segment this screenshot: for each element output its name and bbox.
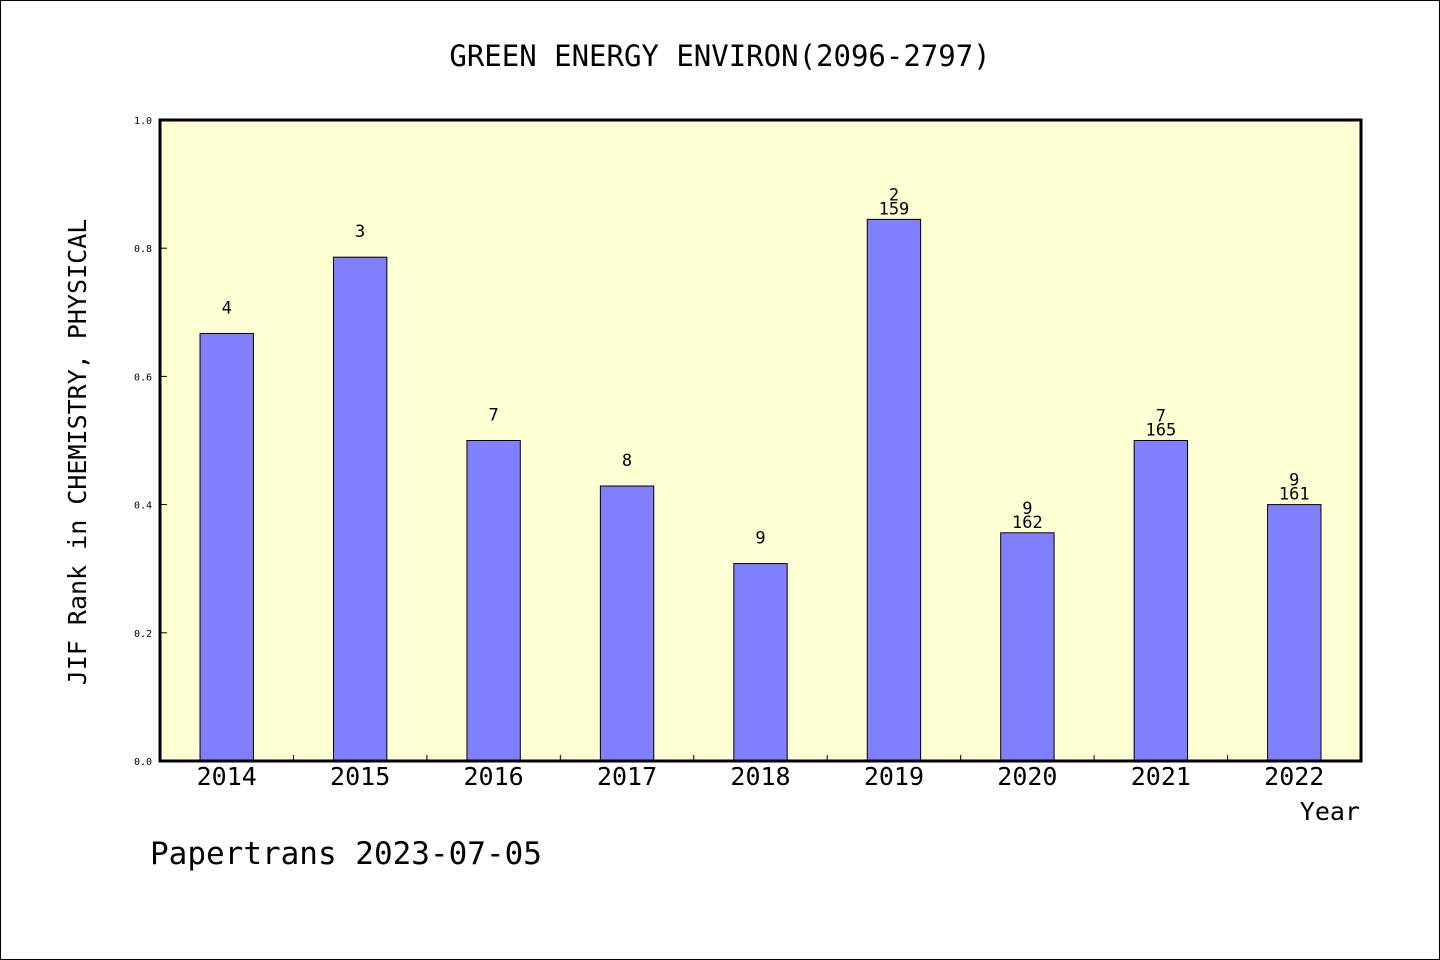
x-tick-label-2018: 2018 [730, 762, 790, 791]
x-tick-label-2015: 2015 [330, 762, 390, 791]
y-tick-label: 0.6 [134, 372, 152, 383]
y-tick-label: 1.0 [134, 116, 152, 127]
bar-total-label-2019: 159 [879, 199, 910, 219]
chart-title: GREEN ENERGY ENVIRON(2096-2797) [449, 39, 990, 73]
y-tick-label: 0.4 [134, 501, 152, 512]
x-tick-label-2019: 2019 [864, 762, 924, 791]
bar-2021 [1133, 440, 1189, 762]
bar-rank-label-2022: 9 [1289, 471, 1299, 491]
bar-2016 [466, 440, 521, 762]
bar-rank-label-2016: 7 [488, 406, 498, 426]
bar-2022 [1267, 504, 1322, 762]
y-axis-label: JIF Rank in CHEMISTRY, PHYSICAL [63, 219, 92, 686]
x-tick-label-2014: 2014 [197, 762, 257, 791]
y-tick-label: 0.2 [134, 629, 152, 640]
bar-rank-label-2019: 2 [889, 185, 899, 205]
bar-2019 [866, 218, 922, 762]
bar-rank-label-2014: 4 [222, 298, 232, 318]
bar-2015 [332, 256, 388, 762]
x-tick-label-2017: 2017 [597, 762, 657, 791]
bar-rank-label-2015: 3 [355, 222, 365, 242]
bar-rank-label-2018: 9 [755, 529, 765, 549]
footer-credit: Papertrans 2023-07-05 [150, 836, 542, 872]
x-tick-label-2022: 2022 [1264, 762, 1324, 791]
y-tick-label: 0.0 [134, 757, 152, 768]
bar-rank-label-2017: 8 [622, 451, 632, 471]
bar-2017 [599, 485, 655, 762]
y-tick-label: 0.8 [134, 244, 152, 255]
bar-2014 [199, 332, 254, 762]
x-tick-label-2016: 2016 [464, 762, 524, 791]
x-tick-label-2020: 2020 [997, 762, 1057, 791]
bar-2020 [1000, 532, 1055, 762]
bar-rank-label-2020: 9 [1022, 499, 1032, 519]
plot-border [158, 118, 1363, 763]
x-tick-label-2021: 2021 [1131, 762, 1191, 791]
bar-total-label-2022: 161 [1279, 485, 1310, 505]
bar-2018 [733, 563, 788, 762]
x-axis-label: Year [1300, 797, 1360, 826]
bar-total-label-2021: 165 [1145, 421, 1176, 441]
bar-rank-label-2021: 7 [1156, 407, 1166, 427]
bar-total-label-2020: 162 [1012, 513, 1043, 533]
